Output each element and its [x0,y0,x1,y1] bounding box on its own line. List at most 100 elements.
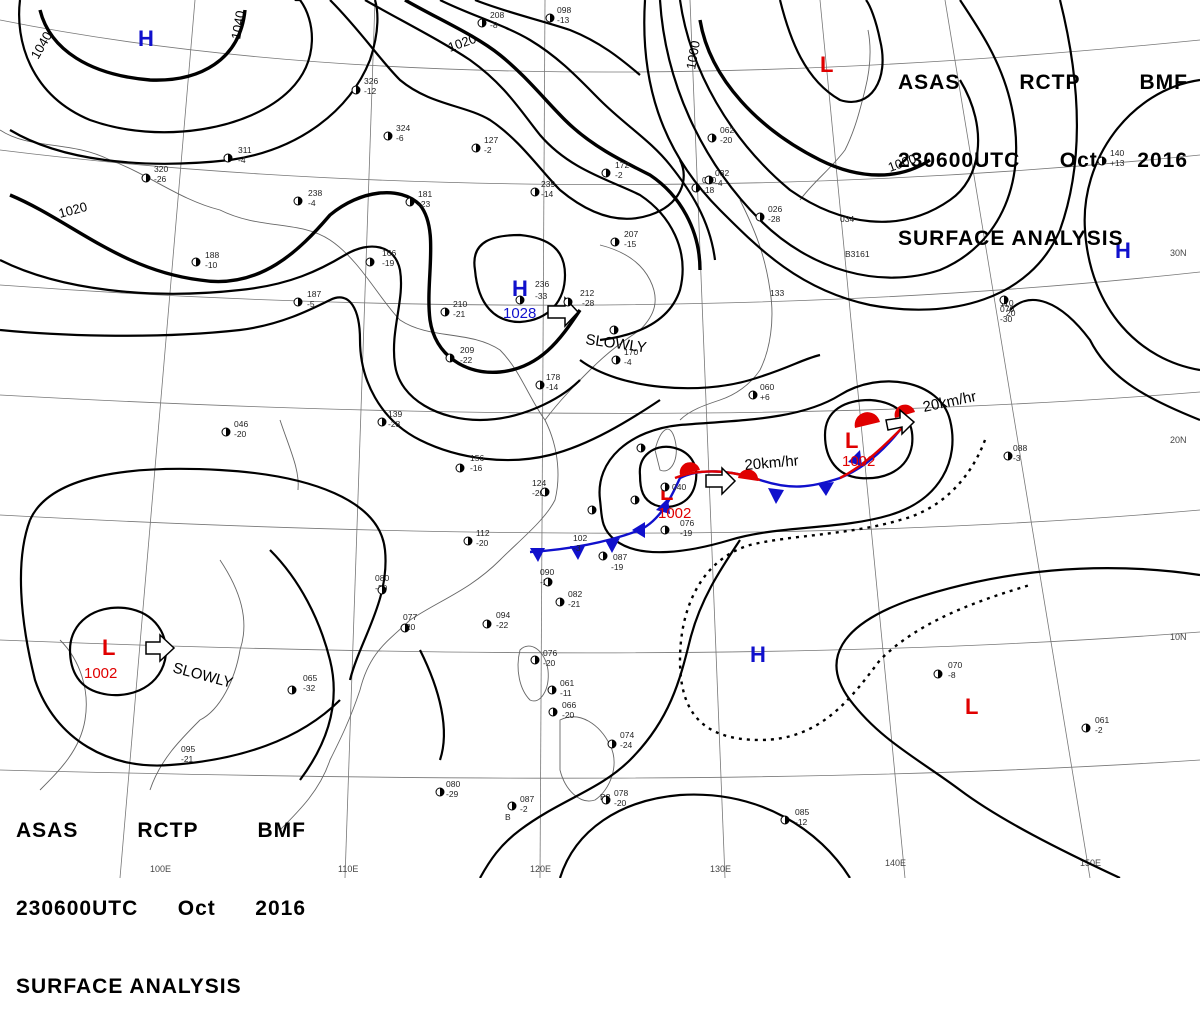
lon-120e: 120E [530,864,551,874]
station-label: -16 [470,463,483,473]
header-code-2: RCTP [1019,71,1081,94]
station-cloud-cover [614,326,618,334]
station-label: 239 [541,179,555,189]
station-cloud-cover [1008,452,1012,460]
station-label: 070 [948,660,962,670]
station-label: -4 [238,155,246,165]
station-label: -20 [476,538,489,548]
station-label: -2 [615,170,623,180]
motion-arrow [145,633,176,663]
pressure-systems: H L H 1028 H L 1002 L 1002 L 1002 H L [84,26,1131,719]
station-label: 181 [418,189,432,199]
station-label: -19 [382,258,395,268]
station-label: -20 [720,135,733,145]
header-year: 2016 [1137,149,1188,172]
lon-100e: 100E [150,864,171,874]
station-cloud-cover [356,86,360,94]
station-cloud-cover [535,656,539,664]
station-label: 238 [308,188,322,198]
lon-140e: 140E [885,858,906,868]
station-label: 070 [1000,304,1014,314]
station-cloud-cover [370,258,374,266]
station-label: 324 [396,123,410,133]
station-label: -20 [234,429,247,439]
station-label: 046 [234,419,248,429]
station-cloud-cover [592,506,596,514]
station-cloud-cover [146,174,150,182]
lon-110e: 110E [338,864,358,874]
station-label: -12 [364,86,377,96]
coastlines [0,29,871,831]
station-cloud-cover [512,802,516,810]
station-label: 112 [476,528,490,538]
station-label: 085 [795,807,809,817]
station-label: 090 [540,567,554,577]
station-label: -2 [520,804,528,814]
station-cloud-cover [487,620,491,628]
station-label: -22 [496,620,509,630]
station-label: 076 [543,648,557,658]
station-label: -3 [573,543,581,553]
station-label: 178 [546,372,560,382]
station-label: B [505,812,511,822]
station-label: 326 [364,76,378,86]
station-label: -14 [541,189,554,199]
isobar-labels: 1040 1040 1020 1020 1000 1000 [28,9,919,220]
header-code-2: RCTP [137,819,199,842]
station-label: -21 [181,754,194,764]
station-cloud-cover [388,132,392,140]
header-title: SURFACE ANALYSIS [898,227,1124,250]
station-label: 212 [580,288,594,298]
station-label: 156 [470,453,484,463]
low-pressure-value: 1002 [84,665,117,682]
warm-front-seg-2 [839,424,906,480]
station-cloud-cover [410,198,414,206]
station-label: -30 [1000,314,1013,324]
station-label: -22 [460,355,473,365]
motion-arrow [885,408,916,436]
station-label: 026 [768,204,782,214]
station-label: -19 [680,528,693,538]
station-label: 095 [181,744,195,754]
station-label: 094 [496,610,510,620]
header-line1: ASAS RCTP BMF [16,818,306,844]
motion-text: SLOWLY [171,659,235,691]
station-label: -18 [702,185,715,195]
station-cloud-cover [560,598,564,606]
station-label: 074 [620,730,634,740]
station-cloud-cover [482,19,486,27]
station-cloud-cover [468,537,472,545]
header-month: Oct [177,897,216,920]
station-cloud-cover [760,213,764,221]
isobar-label: 1020 [446,31,478,55]
lat-10n: 10N [1170,632,1187,642]
station-label: 320 [154,164,168,174]
station-label: 061 [560,678,574,688]
station-label: -6 [396,133,404,143]
station-label: +6 [760,392,770,402]
low-pressure-value: 1002 [842,453,875,470]
station-cloud-cover [1102,157,1106,165]
station-label: -8 [490,20,498,30]
station-cloud-cover [568,298,572,306]
station-cloud-cover [550,14,554,22]
station-label: -15 [624,239,637,249]
station-label: 040 [672,482,686,492]
station-cloud-cover [712,134,716,142]
station-cloud-cover [298,197,302,205]
high-center: H [138,26,154,51]
station-label: -4 [308,198,316,208]
station-label: 077 [403,612,417,622]
station-label: 061 [1095,715,1109,725]
station-label: -3 [1013,453,1021,463]
station-cloud-cover [540,381,544,389]
station-label: 188 [205,250,219,260]
station-label: -10 [205,260,218,270]
station-label: 210 [453,299,467,309]
station-cloud-cover [548,578,552,586]
station-label: -20 [543,658,556,668]
isobar-label: 1040 [228,9,248,40]
low-center: L [845,428,858,453]
station-label: -2 [1095,725,1103,735]
high-pressure-value: 1028 [503,305,536,322]
